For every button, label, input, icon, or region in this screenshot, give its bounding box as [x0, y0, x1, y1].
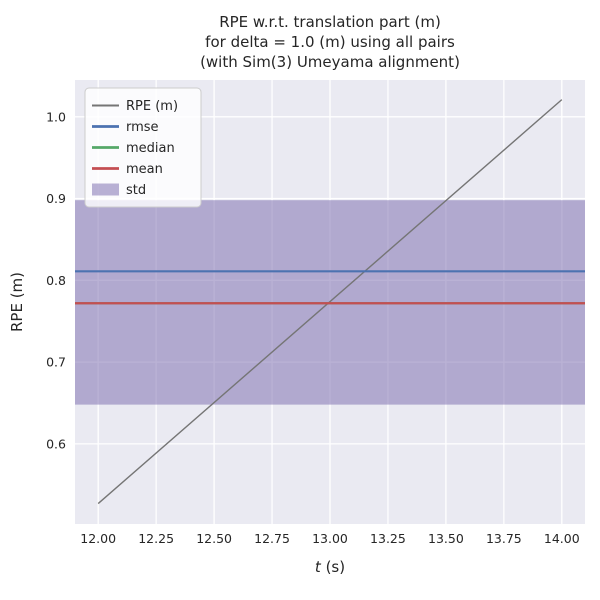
- y-tick-label: 0.8: [46, 273, 66, 288]
- x-tick-label: 13.50: [428, 531, 464, 546]
- x-axis-label: t (s): [315, 558, 345, 576]
- x-tick-label: 12.25: [138, 531, 174, 546]
- legend-box: [84, 87, 202, 208]
- legend-label-median: median: [126, 141, 175, 156]
- legend-label-RPE (m): RPE (m): [126, 99, 178, 114]
- plot-area: [75, 80, 585, 524]
- legend-swatch-std: [92, 183, 119, 196]
- legend-label-std: std: [126, 183, 146, 198]
- series-line-RPE (m): [97, 99, 563, 505]
- y-tick-label: 0.7: [46, 355, 66, 370]
- legend-label-rmse: rmse: [126, 120, 159, 135]
- chart-title-line-3: (with Sim(3) Umeyama alignment): [200, 53, 460, 71]
- x-tick-label: 13.00: [312, 531, 348, 546]
- y-tick-label: 0.6: [46, 436, 66, 451]
- x-tick-label: 13.25: [370, 531, 406, 546]
- tick-labels: 12.00 12.25 12.50 12.75 13.00 13.25 13.50 13.75…: [46, 109, 580, 546]
- x-tick-label: 13.75: [486, 531, 522, 546]
- x-tick-label: 12.75: [254, 531, 290, 546]
- y-axis-label: RPE (m): [8, 272, 26, 332]
- y-tick-label: 1.0: [46, 109, 66, 124]
- text-layer: RPE w.r.t. translation part (m) for delt…: [8, 13, 460, 576]
- chart-title-line-2: for delta = 1.0 (m) using all pairs: [205, 33, 455, 51]
- legend: RPE (m) rmse median mean std: [84, 87, 202, 208]
- x-tick-label: 12.50: [196, 531, 232, 546]
- y-tick-label: 0.9: [46, 191, 66, 206]
- x-tick-label: 14.00: [544, 531, 580, 546]
- x-tick-label: 12.00: [80, 531, 116, 546]
- legend-label-mean: mean: [126, 162, 163, 177]
- chart-title-line-1: RPE w.r.t. translation part (m): [219, 13, 441, 31]
